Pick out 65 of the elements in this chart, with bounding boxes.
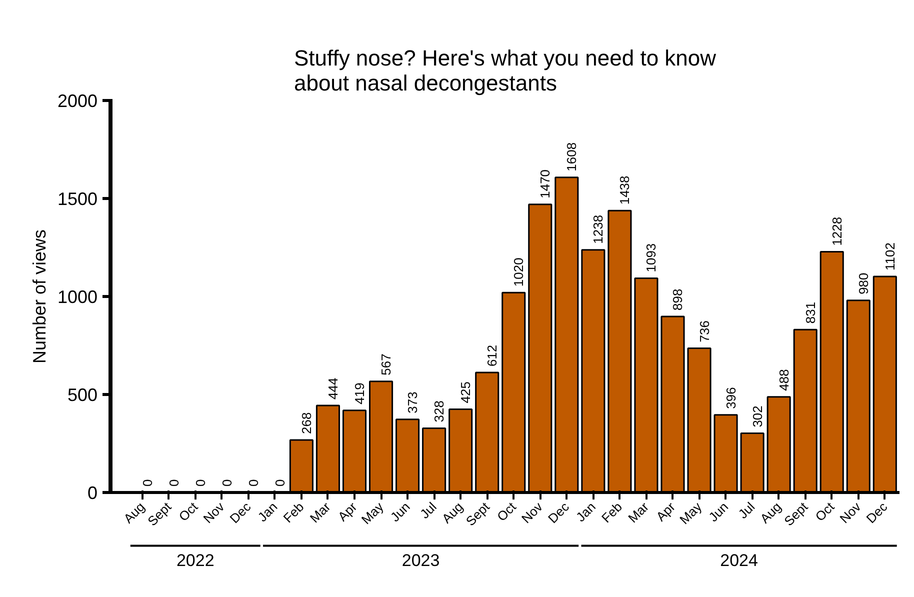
x-tick-label: Apr <box>334 498 360 524</box>
data-label: 488 <box>776 369 792 391</box>
data-label: 980 <box>856 272 871 294</box>
data-label: 0 <box>140 479 155 486</box>
data-label: 373 <box>405 392 420 414</box>
x-tick-label: Feb <box>280 499 307 526</box>
x-tick-label: Oct <box>812 498 838 524</box>
x-tick-label: Aug <box>438 499 466 526</box>
x-tick-label: Dec <box>545 498 572 526</box>
text: 2023 <box>402 551 440 570</box>
data-label: 0 <box>246 479 261 486</box>
data-label: 1093 <box>644 243 659 272</box>
data-label: 302 <box>750 406 765 428</box>
data-label: 1608 <box>564 142 580 172</box>
x-tick-label: Jul <box>735 499 758 522</box>
x-tick-label: May <box>358 498 387 528</box>
x-tick-label: Oct <box>494 498 520 524</box>
data-label: 1102 <box>882 242 898 271</box>
x-tick-label: Jul <box>417 499 440 522</box>
x-tick-label: Aug <box>120 499 148 526</box>
data-label: 1238 <box>590 214 606 244</box>
x-tick-label: Feb <box>598 499 626 526</box>
x-tick-label: Nov <box>200 498 228 526</box>
data-label: 419 <box>352 382 367 404</box>
data-label: 0 <box>166 479 182 486</box>
text: 2024 <box>720 551 758 570</box>
x-tick-label: Jun <box>387 499 413 525</box>
data-label: 328 <box>432 400 447 422</box>
data-label: 831 <box>802 302 818 324</box>
data-label: 567 <box>378 354 394 376</box>
x-tick-label: Oct <box>176 498 201 524</box>
data-label: 1020 <box>511 258 526 287</box>
data-label: 0 <box>272 479 288 486</box>
data-label: 0 <box>192 479 208 486</box>
y-tick-label: 1500 <box>57 189 98 209</box>
data-label: 396 <box>723 387 738 409</box>
y-tick-label: 500 <box>67 385 98 405</box>
x-tick-label: Nov <box>836 498 864 526</box>
data-label: 425 <box>458 381 474 404</box>
x-tick-label: Jan <box>573 499 598 525</box>
data-label: 268 <box>298 412 314 434</box>
data-label: 612 <box>484 344 500 367</box>
x-tick-label: Dec <box>226 498 254 526</box>
y-tick-label: 1000 <box>57 287 98 307</box>
data-label: 1438 <box>617 176 632 205</box>
y-tick-label: 2000 <box>57 91 98 111</box>
y-tick-label: 0 <box>87 483 98 503</box>
x-tick-label: Jan <box>254 499 280 525</box>
x-tick-label: May <box>676 498 705 528</box>
data-label: 1228 <box>829 216 844 246</box>
x-tick-label: Apr <box>653 498 679 524</box>
x-tick-label: Jun <box>706 499 732 525</box>
x-tick-label: Aug <box>757 499 784 526</box>
data-label: 444 <box>325 378 340 400</box>
x-tick-label: Nov <box>518 498 546 526</box>
data-label: 0 <box>219 479 234 486</box>
x-tick-label: Mar <box>306 498 334 526</box>
x-tick-label: Mar <box>625 498 652 526</box>
y-axis-title: Number of views <box>29 229 50 364</box>
x-tick-label: Dec <box>863 498 891 526</box>
data-label: 898 <box>670 288 686 310</box>
chart-title: Stuffy nose? Here's what you need to know about nasal decongestants <box>294 46 716 96</box>
data-label: 1470 <box>538 169 553 198</box>
text: 2022 <box>176 551 214 570</box>
data-label: 736 <box>696 320 712 342</box>
